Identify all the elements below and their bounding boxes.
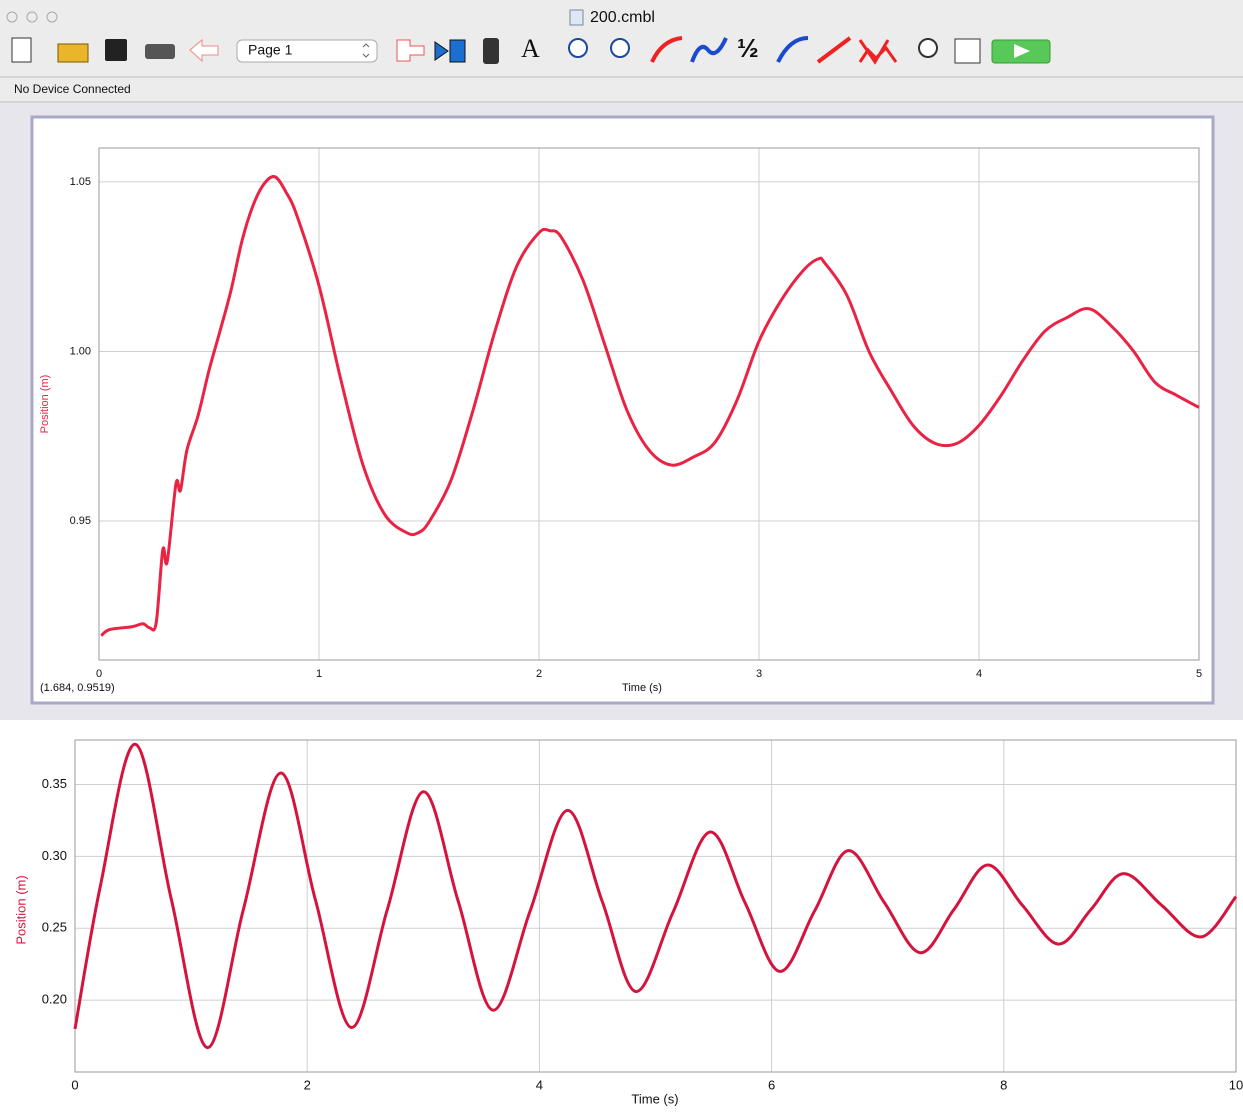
y-tick-label: 0.95 [70, 515, 91, 527]
next-icon[interactable] [396, 39, 425, 62]
zoom-in-icon[interactable] [568, 38, 588, 58]
new-icon[interactable] [11, 37, 32, 63]
integral-icon[interactable]: ½ [737, 33, 759, 63]
back-icon[interactable] [189, 38, 219, 63]
y-axis-label: Position (m) [39, 375, 51, 434]
page-select-label[interactable]: Page 1 [248, 42, 293, 58]
y-tick-label: 0.20 [42, 992, 67, 1007]
examine-icon[interactable] [650, 36, 683, 63]
data-line [100, 175, 1200, 637]
calculator-icon[interactable] [483, 38, 499, 64]
print-icon[interactable] [145, 44, 175, 59]
x-tick-label: 1 [316, 668, 322, 680]
zoom-button[interactable] [46, 11, 58, 23]
y-axis-label: Position (m) [13, 875, 28, 944]
y-tick-label: 0.25 [42, 920, 67, 935]
cursor-readout: (1.684, 0.9519) [40, 682, 115, 694]
clock-icon[interactable] [918, 38, 938, 58]
x-tick-label: 0 [71, 1077, 78, 1092]
window-title: 200.cmbl [590, 9, 655, 26]
page-select[interactable] [236, 39, 378, 63]
close-button[interactable] [6, 11, 18, 23]
y-tick-label: 0.35 [42, 776, 67, 791]
x-axis-label: Time (s) [622, 682, 662, 694]
y-tick-label: 0.30 [42, 848, 67, 863]
x-tick-label: 4 [976, 668, 982, 680]
collect-play [1014, 44, 1030, 58]
curve-fit-icon[interactable] [858, 39, 898, 65]
zoom-out-icon[interactable] [610, 38, 630, 58]
data-line [73, 742, 1238, 1050]
device-status: No Device Connected [14, 82, 131, 96]
save-icon[interactable] [105, 39, 127, 61]
y-tick-label: 1.00 [70, 345, 91, 357]
file-icon [569, 9, 584, 26]
replay-icon[interactable] [434, 39, 466, 63]
x-tick-label: 6 [768, 1077, 775, 1092]
autoscale-icon[interactable]: A [521, 34, 540, 63]
minimize-button[interactable] [26, 11, 38, 23]
x-tick-label: 8 [1000, 1077, 1007, 1092]
second-graph-bg [0, 722, 1243, 1112]
plot-frame [98, 147, 1200, 661]
graph-panel [30, 115, 1215, 705]
stats-icon[interactable] [776, 36, 809, 63]
y-tick-label: 1.05 [70, 176, 91, 188]
x-tick-label: 4 [536, 1077, 543, 1092]
x-tick-label: 2 [304, 1077, 311, 1092]
x-tick-label: 5 [1196, 668, 1202, 680]
graph-icon[interactable] [954, 38, 981, 64]
open-icon[interactable] [57, 43, 89, 63]
toolbar: Page 1 A ½ [11, 33, 1051, 65]
select-arrows [362, 43, 370, 58]
tangent-icon[interactable] [690, 37, 728, 63]
plot-frame [74, 739, 1237, 1073]
x-tick-label: 0 [96, 668, 102, 680]
x-tick-label: 2 [536, 668, 542, 680]
x-axis-label: Time (s) [631, 1091, 678, 1106]
linear-fit-icon[interactable] [816, 36, 852, 64]
x-tick-label: 10 [1229, 1077, 1243, 1092]
x-tick-label: 3 [756, 668, 762, 680]
